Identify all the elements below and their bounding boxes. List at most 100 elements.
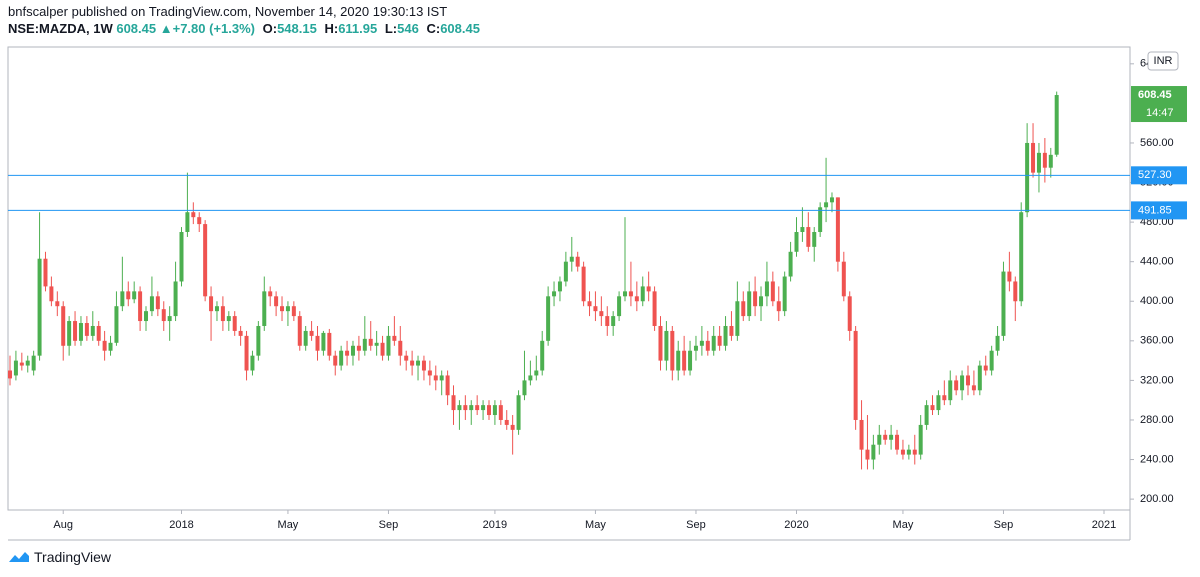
candle-body	[912, 449, 917, 455]
candle-body	[244, 335, 249, 371]
candle-body	[274, 296, 279, 307]
candle-body	[120, 291, 125, 307]
candle-body	[646, 286, 651, 292]
candle-body	[114, 306, 119, 343]
candle-body	[238, 330, 243, 336]
candle-body	[410, 360, 415, 366]
candle-body	[800, 227, 805, 233]
candle-body	[960, 375, 965, 391]
candle-body	[392, 335, 397, 341]
candle-body	[611, 316, 616, 326]
candle-body	[427, 370, 432, 376]
candle-body	[965, 375, 970, 386]
candle-body	[350, 345, 355, 356]
candle-body	[705, 340, 710, 351]
candle-body	[670, 330, 675, 371]
candle-body	[1013, 281, 1018, 302]
candle-body	[971, 385, 976, 391]
candle-body	[688, 350, 693, 371]
candle-body	[918, 424, 923, 455]
candle-body	[31, 355, 36, 371]
candle-body	[173, 281, 178, 317]
candle-body	[179, 232, 184, 282]
candle-body	[486, 405, 491, 416]
candle-body	[433, 375, 438, 381]
candle-body	[652, 291, 657, 326]
candle-body	[1019, 212, 1024, 302]
candle-body	[871, 444, 876, 460]
candle-body	[220, 306, 225, 322]
candle-body	[853, 330, 858, 420]
candle-body	[144, 311, 149, 322]
candle-body	[575, 256, 580, 267]
x-tick-label: Sep	[686, 519, 706, 531]
y-tick-label: 560.00	[1140, 137, 1174, 149]
candle-body	[108, 342, 113, 351]
x-tick-label: Sep	[994, 519, 1014, 531]
candle-body	[883, 434, 888, 440]
candle-body	[161, 309, 166, 322]
x-tick-label: 2019	[483, 519, 507, 531]
candle-body	[374, 342, 379, 346]
candle-body	[546, 296, 551, 341]
candle-body	[895, 434, 900, 450]
x-tick-label: May	[893, 519, 914, 531]
candle-body	[617, 296, 622, 317]
candle-body	[416, 360, 421, 366]
candle-body	[232, 316, 237, 331]
candle-body	[280, 306, 285, 312]
candle-body	[327, 332, 332, 356]
candle-body	[900, 449, 905, 455]
candle-body	[149, 296, 154, 312]
level-label: 527.30	[1138, 169, 1172, 181]
candle-body	[421, 360, 426, 371]
ohlc-label: H:	[324, 21, 339, 36]
candle-body	[19, 362, 24, 366]
candle-body	[209, 296, 214, 312]
ohlc-label: O:	[262, 21, 278, 36]
level-label: 491.85	[1138, 204, 1172, 216]
y-tick-label: 400.00	[1140, 295, 1174, 307]
x-tick-label: Aug	[53, 519, 73, 531]
candle-body	[764, 281, 769, 297]
candle-body	[581, 266, 586, 302]
y-tick-label: 200.00	[1140, 493, 1174, 505]
candle-body	[463, 405, 468, 411]
candle-body	[977, 365, 982, 391]
candle-body	[741, 301, 746, 317]
candle-body	[303, 330, 308, 346]
candle-body	[634, 296, 639, 302]
candle-body	[847, 296, 852, 331]
candle-body	[49, 286, 54, 302]
candle-body	[268, 291, 273, 297]
x-tick-label: May	[278, 519, 299, 531]
candle-body	[735, 301, 740, 336]
candle-body	[557, 281, 562, 292]
candle-body	[404, 355, 409, 361]
candle-body	[776, 301, 781, 312]
x-tick-label: 2021	[1092, 519, 1116, 531]
candle-body	[398, 340, 403, 356]
candle-body	[262, 291, 267, 326]
candle-body	[333, 355, 338, 366]
candle-body	[889, 434, 894, 440]
candle-body	[835, 197, 840, 262]
candle-body	[593, 306, 598, 312]
y-tick-label: 240.00	[1140, 453, 1174, 465]
candle-body	[368, 338, 373, 346]
candle-body	[8, 370, 12, 379]
candle-body	[126, 291, 131, 300]
candle-body	[658, 325, 663, 361]
candle-body	[61, 306, 66, 346]
candle-body	[214, 306, 219, 312]
candle-body	[481, 405, 486, 411]
candle-body	[73, 321, 78, 341]
candle-body	[989, 350, 994, 371]
candle-body	[132, 291, 137, 300]
candle-body	[96, 325, 101, 341]
candle-body	[770, 281, 775, 302]
candle-body	[185, 212, 190, 233]
candle-body	[510, 424, 515, 430]
candle-body	[84, 323, 89, 336]
